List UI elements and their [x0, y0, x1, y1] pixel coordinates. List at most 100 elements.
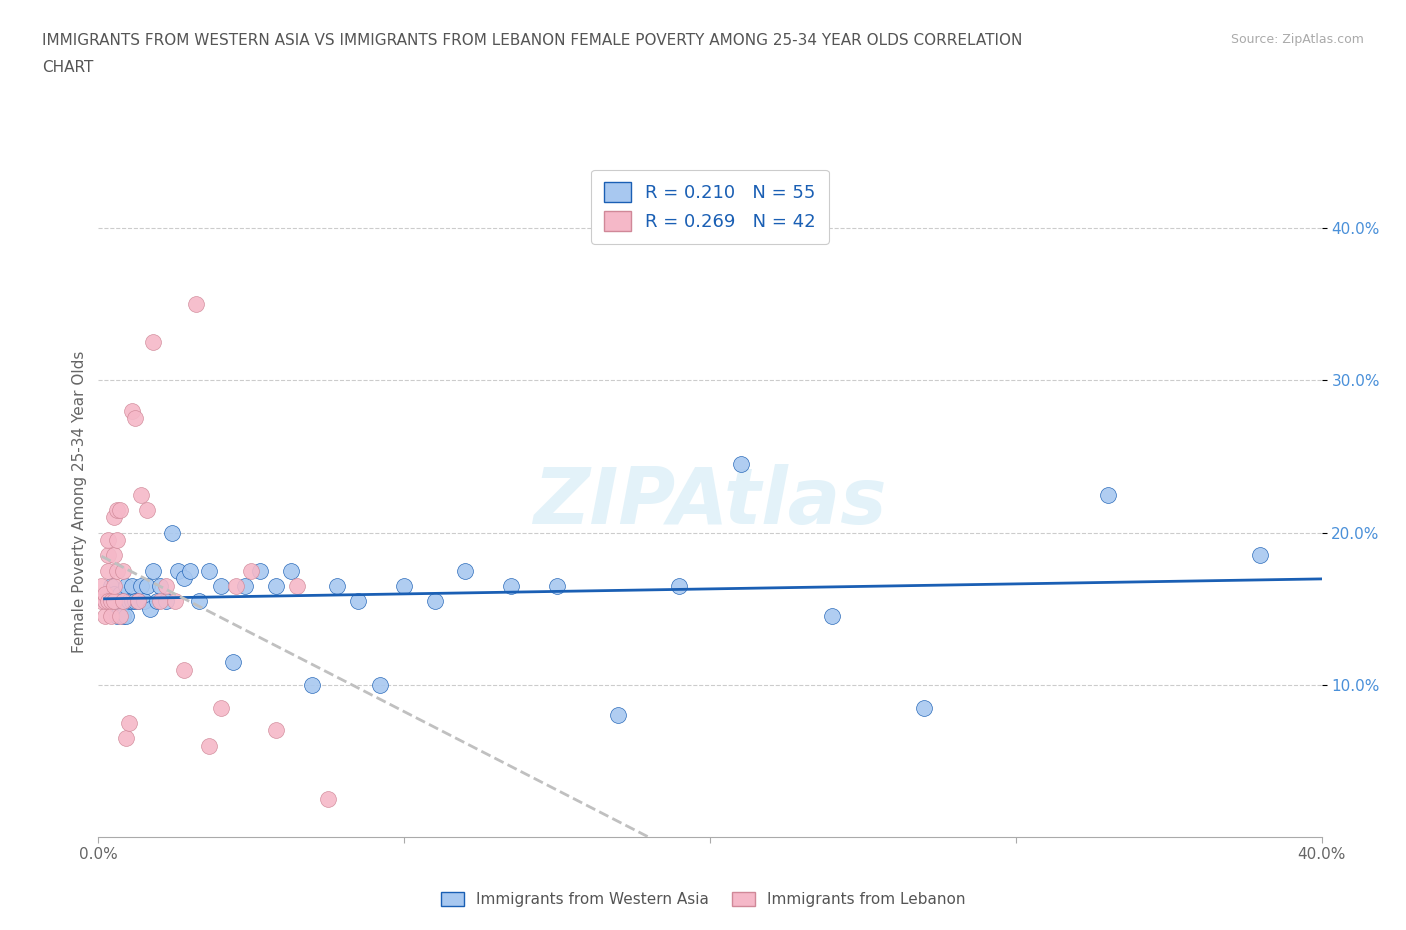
- Point: [103, 510, 125, 525]
- Point: [392, 578, 416, 593]
- Point: [145, 593, 167, 608]
- Point: [280, 564, 302, 578]
- Point: [93, 593, 115, 608]
- Point: [454, 564, 477, 578]
- Point: [139, 602, 162, 617]
- Point: [136, 502, 159, 517]
- Point: [188, 593, 211, 608]
- Point: [1097, 487, 1119, 502]
- Point: [326, 578, 349, 593]
- Point: [97, 593, 120, 608]
- Point: [90, 593, 112, 608]
- Point: [546, 578, 568, 593]
- Point: [105, 609, 128, 624]
- Legend: R = 0.210   N = 55, R = 0.269   N = 42: R = 0.210 N = 55, R = 0.269 N = 42: [592, 170, 828, 244]
- Text: IMMIGRANTS FROM WESTERN ASIA VS IMMIGRANTS FROM LEBANON FEMALE POVERTY AMONG 25-: IMMIGRANTS FROM WESTERN ASIA VS IMMIGRAN…: [42, 33, 1022, 47]
- Point: [105, 502, 128, 517]
- Point: [127, 593, 149, 608]
- Point: [111, 593, 134, 608]
- Point: [316, 791, 339, 806]
- Point: [129, 487, 152, 502]
- Point: [121, 593, 143, 608]
- Point: [129, 578, 152, 593]
- Point: [173, 662, 195, 677]
- Point: [668, 578, 690, 593]
- Point: [93, 586, 115, 601]
- Point: [240, 564, 263, 578]
- Point: [108, 502, 131, 517]
- Point: [821, 609, 844, 624]
- Point: [124, 593, 146, 608]
- Point: [301, 677, 323, 692]
- Point: [347, 593, 370, 608]
- Point: [163, 593, 186, 608]
- Point: [179, 564, 201, 578]
- Point: [197, 738, 219, 753]
- Point: [912, 700, 935, 715]
- Point: [136, 578, 159, 593]
- Point: [423, 593, 446, 608]
- Point: [108, 602, 131, 617]
- Point: [197, 564, 219, 578]
- Point: [368, 677, 391, 692]
- Point: [93, 609, 115, 624]
- Text: ZIPAtlas: ZIPAtlas: [533, 464, 887, 540]
- Point: [249, 564, 271, 578]
- Point: [142, 335, 165, 350]
- Point: [149, 593, 172, 608]
- Point: [501, 578, 523, 593]
- Point: [115, 578, 138, 593]
- Point: [111, 593, 134, 608]
- Point: [111, 564, 134, 578]
- Point: [115, 731, 138, 746]
- Point: [105, 593, 128, 608]
- Point: [90, 578, 112, 593]
- Point: [134, 593, 156, 608]
- Point: [105, 533, 128, 548]
- Point: [118, 715, 141, 730]
- Point: [155, 578, 177, 593]
- Point: [209, 700, 232, 715]
- Point: [225, 578, 247, 593]
- Point: [209, 578, 232, 593]
- Point: [97, 586, 120, 601]
- Point: [97, 548, 120, 563]
- Legend: Immigrants from Western Asia, Immigrants from Lebanon: Immigrants from Western Asia, Immigrants…: [434, 885, 972, 913]
- Point: [108, 609, 131, 624]
- Point: [121, 578, 143, 593]
- Point: [103, 586, 125, 601]
- Point: [124, 411, 146, 426]
- Point: [173, 571, 195, 586]
- Point: [111, 609, 134, 624]
- Point: [97, 533, 120, 548]
- Point: [100, 578, 122, 593]
- Point: [100, 593, 122, 608]
- Point: [233, 578, 256, 593]
- Point: [142, 564, 165, 578]
- Text: CHART: CHART: [42, 60, 94, 75]
- Point: [149, 578, 172, 593]
- Point: [108, 586, 131, 601]
- Point: [127, 593, 149, 608]
- Point: [93, 593, 115, 608]
- Point: [105, 564, 128, 578]
- Point: [103, 578, 125, 593]
- Point: [264, 723, 287, 737]
- Point: [100, 593, 122, 608]
- Point: [222, 655, 245, 670]
- Y-axis label: Female Poverty Among 25-34 Year Olds: Female Poverty Among 25-34 Year Olds: [72, 351, 87, 654]
- Point: [186, 297, 208, 312]
- Point: [730, 457, 752, 472]
- Point: [160, 525, 183, 540]
- Point: [118, 593, 141, 608]
- Point: [103, 593, 125, 608]
- Point: [103, 602, 125, 617]
- Point: [167, 564, 190, 578]
- Point: [155, 593, 177, 608]
- Point: [285, 578, 308, 593]
- Point: [264, 578, 287, 593]
- Point: [121, 404, 143, 418]
- Point: [100, 609, 122, 624]
- Point: [97, 564, 120, 578]
- Point: [115, 609, 138, 624]
